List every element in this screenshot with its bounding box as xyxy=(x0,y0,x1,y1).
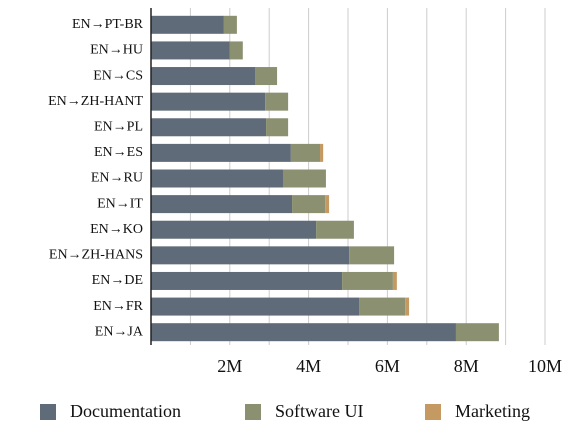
y-tick-label: EN→RU xyxy=(91,171,143,186)
legend-swatch xyxy=(245,404,261,420)
bar-segment xyxy=(325,195,330,214)
bar-segment xyxy=(151,246,350,265)
bar-segment xyxy=(151,118,267,137)
y-tick-label: EN→DE xyxy=(92,273,143,288)
bar-segment xyxy=(151,169,283,188)
bar-segment xyxy=(342,271,393,290)
y-tick-label: EN→PT-BR xyxy=(72,17,144,32)
x-tick-label: 10M xyxy=(528,356,562,376)
bar-segment xyxy=(282,169,326,188)
y-tick-label: EN→HU xyxy=(90,43,143,58)
legend-label: Documentation xyxy=(70,401,181,421)
y-tick-label: EN→JA xyxy=(95,324,144,339)
legend-swatch xyxy=(425,404,441,420)
bar-segment xyxy=(151,41,230,60)
bar-segment xyxy=(265,92,289,111)
y-tick-label: EN→ES xyxy=(94,145,143,160)
y-tick-label: EN→IT xyxy=(97,196,143,211)
legend-label: Software UI xyxy=(275,401,363,421)
y-tick-label: EN→ZH-HANS xyxy=(49,248,143,263)
bar-segment xyxy=(255,67,278,86)
bar-segment xyxy=(151,143,291,162)
bar-segment xyxy=(151,15,224,34)
bar-segment xyxy=(455,323,499,342)
bar-segment xyxy=(292,195,326,214)
bar-segment xyxy=(359,297,406,316)
x-tick-label: 2M xyxy=(217,356,242,376)
bar-segment xyxy=(229,41,243,60)
y-tick-label: EN→PL xyxy=(94,119,143,134)
x-tick-label: 4M xyxy=(296,356,321,376)
bar-segment xyxy=(392,271,397,290)
x-tick-label: 6M xyxy=(375,356,400,376)
bar-segment xyxy=(405,297,410,316)
bar-segment xyxy=(151,323,456,342)
legend-swatch xyxy=(40,404,56,420)
y-tick-label: EN→FR xyxy=(93,299,143,314)
y-tick-label: EN→CS xyxy=(93,68,143,83)
bar-segment xyxy=(151,67,256,86)
bar-segment xyxy=(349,246,395,265)
bar-segment xyxy=(320,143,324,162)
bar-segment xyxy=(151,271,343,290)
bar-segment xyxy=(316,220,354,239)
bar-segment xyxy=(223,15,237,34)
bar-segment xyxy=(266,118,289,137)
bar-segment xyxy=(151,297,360,316)
bar-segment xyxy=(290,143,321,162)
bar-segment xyxy=(151,195,293,214)
x-tick-label: 8M xyxy=(454,356,479,376)
y-tick-label: EN→KO xyxy=(90,222,143,237)
legend-label: Marketing xyxy=(455,401,530,421)
y-tick-label: EN→ZH-HANT xyxy=(48,94,143,109)
bar-segment xyxy=(151,220,317,239)
bar-segment xyxy=(151,92,266,111)
